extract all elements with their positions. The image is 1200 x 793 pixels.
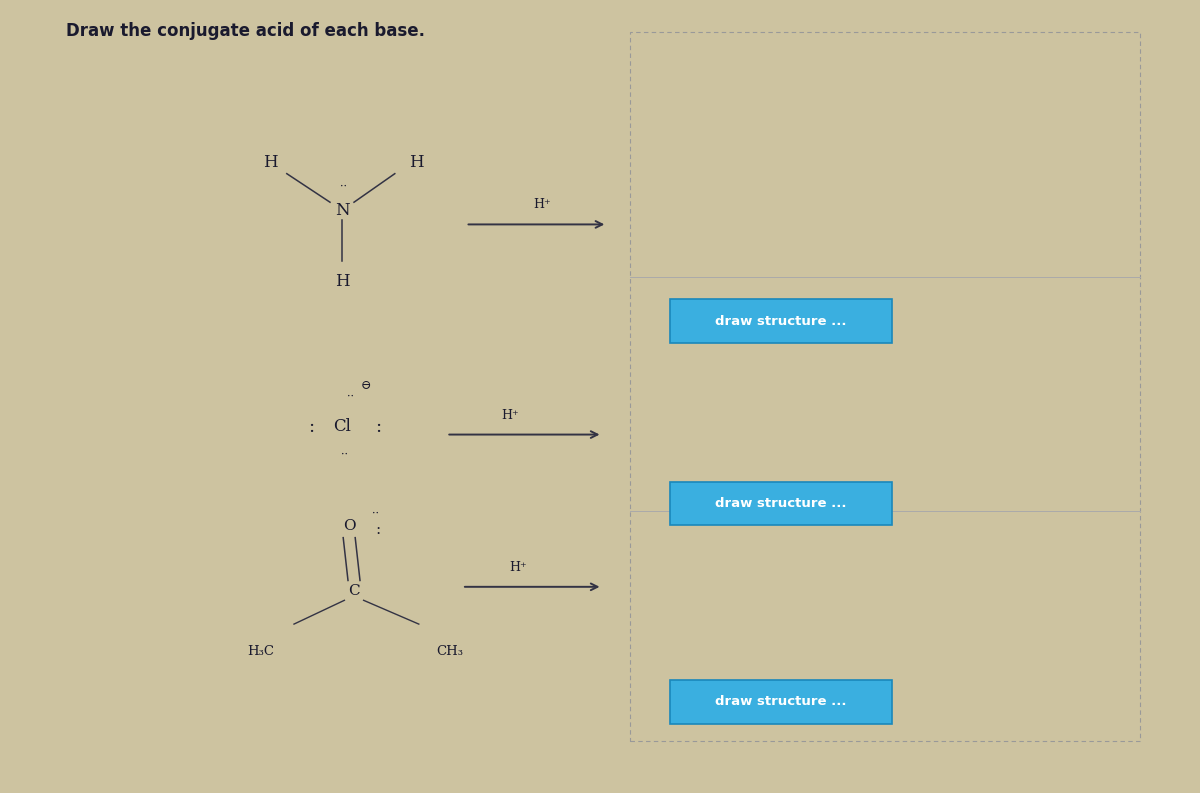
Text: H: H [409, 154, 424, 171]
Text: H⁺: H⁺ [534, 198, 551, 211]
Text: H: H [335, 273, 349, 290]
Text: draw structure ...: draw structure ... [715, 695, 846, 708]
Text: ··: ·· [372, 509, 379, 519]
Text: ⊖: ⊖ [361, 379, 371, 392]
Text: ··: ·· [347, 392, 354, 401]
FancyBboxPatch shape [670, 299, 892, 343]
Text: :: : [307, 418, 314, 435]
FancyBboxPatch shape [670, 680, 892, 723]
Text: H₃C: H₃C [247, 645, 274, 657]
Text: O: O [343, 519, 355, 533]
Text: Draw the conjugate acid of each base.: Draw the conjugate acid of each base. [66, 22, 425, 40]
Text: :: : [376, 523, 380, 537]
Text: C: C [348, 584, 360, 598]
Text: Cl: Cl [334, 418, 350, 435]
Text: draw structure ...: draw structure ... [715, 315, 846, 328]
Text: H⁺: H⁺ [510, 561, 527, 574]
Text: ··: ·· [340, 182, 347, 191]
Text: :: : [374, 418, 382, 435]
Text: draw structure ...: draw structure ... [715, 497, 846, 510]
Text: CH₃: CH₃ [437, 645, 463, 657]
Bar [630, 32, 1140, 741]
Text: ··: ·· [341, 450, 348, 459]
Text: H: H [263, 154, 277, 171]
FancyBboxPatch shape [670, 482, 892, 526]
Text: N: N [335, 201, 349, 219]
Text: H⁺: H⁺ [502, 409, 518, 422]
